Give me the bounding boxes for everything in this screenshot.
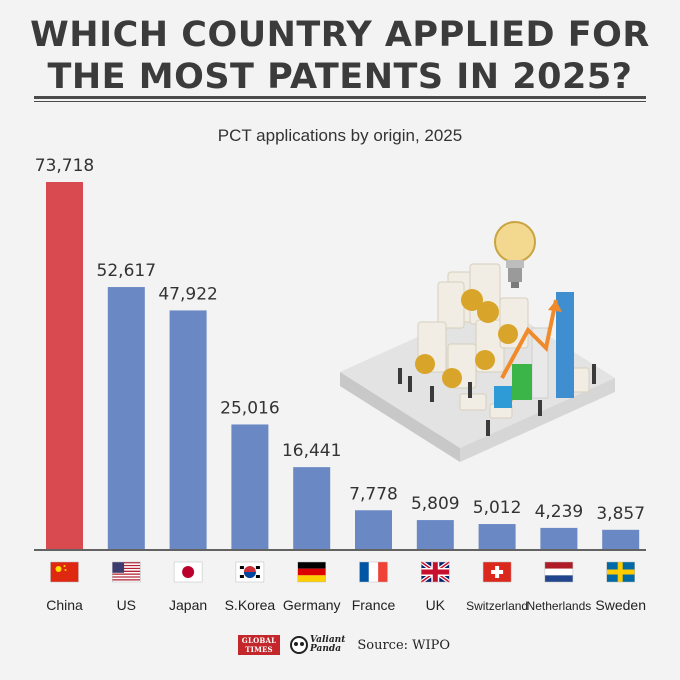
value-label-france: 7,778 <box>349 484 398 504</box>
value-label-netherlands: 4,239 <box>535 502 584 522</box>
value-label-japan: 47,922 <box>158 284 217 304</box>
bar-uk <box>416 520 454 549</box>
title-rule-thick <box>34 96 646 99</box>
category-label-switzerland: Switzerland <box>466 599 528 613</box>
global-times-logo: GLOBAL TIMES <box>238 635 280 655</box>
bar-netherlands <box>540 527 578 549</box>
switzerland-flag-icon <box>482 561 512 583</box>
france-flag-icon <box>359 561 388 583</box>
netherlands-flag-icon <box>544 561 574 583</box>
category-label-france: France <box>352 597 396 613</box>
value-label-china: 73,718 <box>35 156 94 176</box>
category-label-japan: Japan <box>169 597 207 613</box>
bar-s-korea <box>231 424 269 549</box>
value-label-germany: 16,441 <box>282 441 341 461</box>
page-title: WHICH COUNTRY APPLIED FOR THE MOST PATEN… <box>0 14 680 98</box>
value-label-sweden: 3,857 <box>596 504 645 524</box>
category-label-china: China <box>46 597 83 613</box>
bar-china <box>46 182 83 549</box>
category-label-netherlands: Netherlands <box>527 599 592 613</box>
south-korea-flag-icon <box>235 561 265 583</box>
bar-japan <box>169 310 207 549</box>
patent-illustration <box>340 221 615 462</box>
japan-flag-icon <box>173 561 203 583</box>
germany-flag-icon <box>297 561 326 583</box>
title-rule-thin <box>34 101 646 102</box>
value-label-switzerland: 5,012 <box>473 498 522 518</box>
bar-france <box>355 510 392 549</box>
footer: GLOBAL TIMES Valiant Panda Source: WIPO <box>238 632 450 658</box>
category-label-germany: Germany <box>283 597 341 613</box>
panda-icon <box>290 636 308 654</box>
value-label-uk: 5,809 <box>411 494 460 514</box>
source-note: Source: WIPO <box>357 637 451 653</box>
title-line-1: WHICH COUNTRY APPLIED FOR <box>30 15 650 55</box>
category-label-sweden: Sweden <box>595 597 646 613</box>
sweden-flag-icon <box>606 561 635 583</box>
bar-sweden <box>602 529 640 549</box>
chart-subtitle: PCT applications by origin, 2025 <box>217 126 463 145</box>
valiant-panda-logo: Valiant Panda <box>290 636 345 654</box>
us-flag-icon <box>112 561 141 583</box>
category-label-uk: UK <box>426 597 446 613</box>
bar-germany <box>293 467 331 549</box>
bar-us <box>107 287 145 549</box>
title-line-2: THE MOST PATENTS IN 2025? <box>47 57 633 97</box>
value-label-us: 52,617 <box>97 261 156 281</box>
china-flag-icon <box>50 561 79 583</box>
value-label-s-korea: 25,016 <box>220 398 279 418</box>
vp-line-1: Valiant <box>310 635 346 645</box>
uk-flag-icon <box>420 560 451 584</box>
vp-line-2: Panda <box>310 644 342 654</box>
category-label-us: US <box>117 597 136 613</box>
category-label-s-korea: S.Korea <box>225 597 276 613</box>
bar-switzerland <box>478 524 516 549</box>
